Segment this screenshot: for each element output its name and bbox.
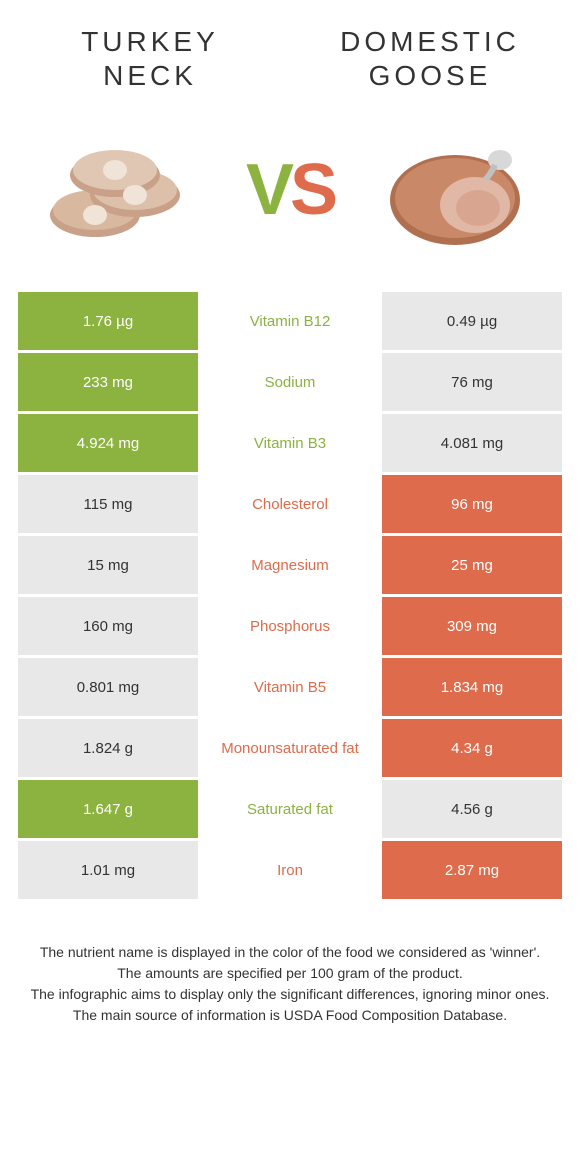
table-row: 160 mgPhosphorus309 mg <box>18 597 562 655</box>
nutrient-name-cell: Vitamin B3 <box>201 414 379 472</box>
left-title-line2: NECK <box>103 60 197 91</box>
footer-line-4: The main source of information is USDA F… <box>30 1005 550 1026</box>
right-value-cell: 4.56 g <box>382 780 562 838</box>
titles-row: TURKEY NECK DOMESTIC GOOSE <box>0 0 580 102</box>
footer-line-3: The infographic aims to display only the… <box>30 984 550 1005</box>
table-row: 1.647 gSaturated fat4.56 g <box>18 780 562 838</box>
right-value-cell: 0.49 µg <box>382 292 562 350</box>
vs-s: S <box>290 154 334 226</box>
left-value-cell: 1.647 g <box>18 780 198 838</box>
left-food-image <box>40 120 210 260</box>
nutrient-name-cell: Cholesterol <box>201 475 379 533</box>
nutrient-name-cell: Vitamin B5 <box>201 658 379 716</box>
right-title-line2: GOOSE <box>369 60 492 91</box>
left-value-cell: 15 mg <box>18 536 198 594</box>
comparison-table: 1.76 µgVitamin B120.49 µg233 mgSodium76 … <box>0 292 580 899</box>
footer-notes: The nutrient name is displayed in the co… <box>0 902 580 1026</box>
left-value-cell: 1.01 mg <box>18 841 198 899</box>
table-row: 233 mgSodium76 mg <box>18 353 562 411</box>
table-row: 4.924 mgVitamin B34.081 mg <box>18 414 562 472</box>
left-value-cell: 0.801 mg <box>18 658 198 716</box>
vs-v: V <box>246 154 290 226</box>
table-row: 1.76 µgVitamin B120.49 µg <box>18 292 562 350</box>
right-title-line1: DOMESTIC <box>340 26 520 57</box>
nutrient-name-cell: Phosphorus <box>201 597 379 655</box>
nutrient-name-cell: Iron <box>201 841 379 899</box>
right-value-cell: 4.081 mg <box>382 414 562 472</box>
table-row: 1.824 gMonounsaturated fat4.34 g <box>18 719 562 777</box>
hero-row: VS <box>0 102 580 292</box>
right-value-cell: 4.34 g <box>382 719 562 777</box>
right-value-cell: 76 mg <box>382 353 562 411</box>
right-value-cell: 25 mg <box>382 536 562 594</box>
table-row: 15 mgMagnesium25 mg <box>18 536 562 594</box>
left-value-cell: 1.824 g <box>18 719 198 777</box>
right-value-cell: 96 mg <box>382 475 562 533</box>
table-row: 1.01 mgIron2.87 mg <box>18 841 562 899</box>
vs-label: VS <box>246 154 334 226</box>
left-title: TURKEY NECK <box>40 25 260 92</box>
table-row: 0.801 mgVitamin B51.834 mg <box>18 658 562 716</box>
left-title-line1: TURKEY <box>81 26 219 57</box>
footer-line-1: The nutrient name is displayed in the co… <box>30 942 550 963</box>
right-value-cell: 309 mg <box>382 597 562 655</box>
right-food-image <box>370 120 540 260</box>
nutrient-name-cell: Vitamin B12 <box>201 292 379 350</box>
left-value-cell: 1.76 µg <box>18 292 198 350</box>
nutrient-name-cell: Monounsaturated fat <box>201 719 379 777</box>
nutrient-name-cell: Magnesium <box>201 536 379 594</box>
left-value-cell: 233 mg <box>18 353 198 411</box>
left-value-cell: 115 mg <box>18 475 198 533</box>
left-value-cell: 160 mg <box>18 597 198 655</box>
nutrient-name-cell: Sodium <box>201 353 379 411</box>
footer-line-2: The amounts are specified per 100 gram o… <box>30 963 550 984</box>
right-title: DOMESTIC GOOSE <box>320 25 540 92</box>
left-value-cell: 4.924 mg <box>18 414 198 472</box>
table-row: 115 mgCholesterol96 mg <box>18 475 562 533</box>
nutrient-name-cell: Saturated fat <box>201 780 379 838</box>
right-value-cell: 2.87 mg <box>382 841 562 899</box>
right-value-cell: 1.834 mg <box>382 658 562 716</box>
